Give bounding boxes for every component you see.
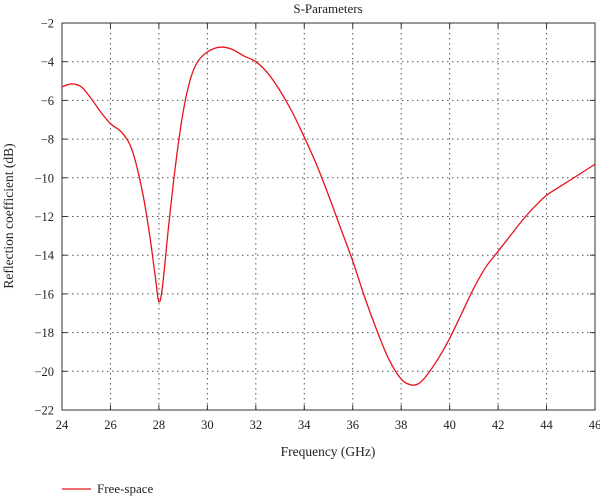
x-tick-label: 46 — [589, 418, 600, 432]
y-tick-label: −4 — [41, 55, 55, 69]
chart-title: S-Parameters — [293, 1, 362, 16]
y-tick-label: −14 — [34, 249, 54, 263]
y-axis-label: Reflection coefficient (dB) — [1, 143, 16, 288]
y-tick-label: −22 — [34, 404, 54, 418]
y-tick-labels: −2 −4 −6 −8 −10 −12 −14 −16 −18 −20 −22 — [34, 17, 54, 418]
x-tick-label: 30 — [201, 418, 214, 432]
grid-lines — [62, 23, 595, 410]
x-tick-label: 44 — [540, 418, 553, 432]
y-tick-label: −12 — [34, 210, 54, 224]
x-tick-label: 34 — [298, 418, 311, 432]
series-layer — [61, 46, 596, 386]
y-tick-label: −18 — [34, 326, 54, 340]
x-tick-label: 38 — [395, 418, 408, 432]
x-tick-label: 40 — [443, 418, 456, 432]
y-tick-label: −10 — [34, 171, 54, 185]
x-tick-label: 28 — [153, 418, 166, 432]
y-tick-label: −6 — [41, 94, 54, 108]
x-axis-label: Frequency (GHz) — [281, 444, 376, 459]
x-tick-label: 36 — [346, 418, 359, 432]
x-tick-label: 32 — [250, 418, 263, 432]
x-tick-labels: 24 26 28 30 32 34 36 38 40 42 44 46 — [56, 418, 600, 432]
axis-ticks — [61, 22, 596, 411]
y-tick-label: −20 — [34, 365, 54, 379]
x-tick-label: 42 — [492, 418, 505, 432]
y-tick-label: −2 — [41, 17, 54, 31]
legend: Free-space — [62, 481, 154, 496]
series-line-free-space — [61, 46, 596, 386]
x-tick-label: 26 — [104, 418, 117, 432]
legend-label-free-space: Free-space — [97, 481, 154, 496]
x-tick-label: 24 — [56, 418, 69, 432]
y-tick-label: −16 — [34, 287, 54, 301]
y-tick-label: −8 — [41, 133, 54, 147]
